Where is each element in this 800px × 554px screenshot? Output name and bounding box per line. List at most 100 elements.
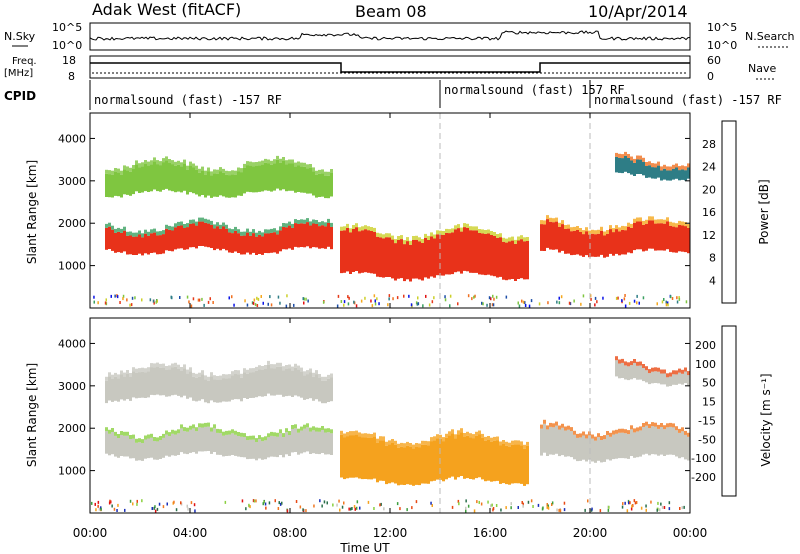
echo-strip — [171, 164, 174, 192]
echo-strip — [129, 235, 132, 255]
echo-strip — [352, 435, 355, 478]
echo-strip — [291, 429, 294, 453]
echo-strip — [114, 376, 117, 401]
echo-strip — [207, 380, 210, 404]
echo-fringe — [327, 374, 330, 379]
echo-strip — [597, 233, 600, 257]
echo-strip — [282, 227, 285, 250]
echo-strip — [165, 228, 168, 251]
echo-strip — [123, 230, 126, 252]
echo-fringe — [484, 230, 487, 234]
echo-fringe — [367, 226, 370, 231]
echo-fringe — [511, 236, 514, 241]
echo-strip — [303, 428, 306, 453]
echo-strip — [469, 437, 472, 479]
echo-strip — [126, 374, 129, 400]
echo-fringe — [427, 441, 430, 446]
echo-fringe — [132, 434, 135, 439]
echo-fringe — [660, 166, 663, 171]
echo-fringe — [180, 424, 183, 429]
echo-fringe — [642, 157, 645, 162]
echo-fringe — [288, 364, 291, 369]
echo-strip — [400, 446, 403, 485]
echo-strip — [282, 437, 285, 458]
echo-strip — [189, 165, 192, 193]
scatter-point — [500, 508, 502, 512]
echo-fringe — [255, 438, 258, 443]
echo-fringe — [660, 423, 663, 427]
echo-fringe — [382, 436, 385, 441]
scatter-point — [517, 506, 519, 509]
echo-strip — [448, 233, 451, 275]
echo-strip — [460, 432, 463, 476]
scatter-point — [149, 298, 152, 302]
echo-strip — [681, 225, 684, 252]
echo-strip — [285, 164, 288, 192]
echo-strip — [192, 428, 195, 453]
echo-fringe — [421, 440, 424, 445]
echo-fringe — [549, 217, 552, 222]
echo-strip — [657, 165, 660, 178]
scatter-point — [602, 296, 604, 300]
echo-fringe — [294, 424, 297, 429]
echo-fringe — [564, 426, 567, 431]
scatter-point — [636, 301, 638, 305]
echo-strip — [120, 435, 123, 456]
echo-fringe — [657, 219, 660, 224]
scatter-point — [122, 297, 124, 301]
echo-fringe — [330, 373, 333, 378]
echo-fringe — [558, 222, 561, 227]
echo-strip — [273, 232, 276, 253]
scatter-point — [481, 301, 483, 305]
colorbar-tick-label: 200 — [695, 339, 716, 352]
echo-strip — [210, 175, 213, 198]
echo-fringe — [273, 432, 276, 437]
echo-strip — [162, 367, 165, 396]
scatter-point — [91, 501, 93, 505]
scatter-point — [371, 304, 374, 308]
scatter-point — [277, 507, 280, 510]
echo-strip — [657, 223, 660, 251]
echo-fringe — [171, 160, 174, 165]
echo-strip — [645, 425, 648, 454]
scatter-point — [252, 499, 255, 503]
scatter-point — [629, 501, 631, 505]
echo-fringe — [120, 431, 123, 435]
echo-strip — [231, 375, 234, 400]
scatter-point — [457, 499, 460, 503]
echo-strip — [180, 225, 183, 249]
echo-strip — [195, 431, 198, 454]
echo-strip — [415, 447, 418, 485]
echo-fringe — [454, 225, 457, 230]
echo-strip — [327, 175, 330, 199]
echo-strip — [654, 426, 657, 455]
colorbar-frame — [721, 325, 737, 497]
echo-strip — [645, 370, 648, 383]
echo-strip — [120, 374, 123, 400]
echo-fringe — [285, 223, 288, 228]
echo-strip — [630, 429, 633, 456]
scatter-point — [130, 303, 133, 307]
echo-fringe — [114, 228, 117, 233]
echo-fringe — [687, 432, 690, 437]
echo-fringe — [192, 424, 195, 429]
echo-strip — [282, 370, 285, 397]
echo-fringe — [603, 435, 606, 440]
echo-fringe — [294, 162, 297, 167]
scatter-point — [190, 304, 193, 308]
echo-fringe — [303, 219, 306, 224]
scatter-point — [678, 297, 681, 301]
echo-fringe — [681, 427, 684, 432]
echo-strip — [288, 435, 291, 456]
echo-fringe — [672, 370, 675, 375]
scatter-point — [100, 507, 102, 511]
echo-fringe — [237, 167, 240, 172]
echo-fringe — [355, 430, 358, 435]
echo-fringe — [361, 226, 364, 231]
y-tick-label: 2000 — [58, 217, 86, 230]
scatter-point — [207, 300, 210, 304]
echo-strip — [487, 233, 490, 275]
echo-strip — [192, 167, 195, 194]
scatter-point — [359, 506, 361, 510]
